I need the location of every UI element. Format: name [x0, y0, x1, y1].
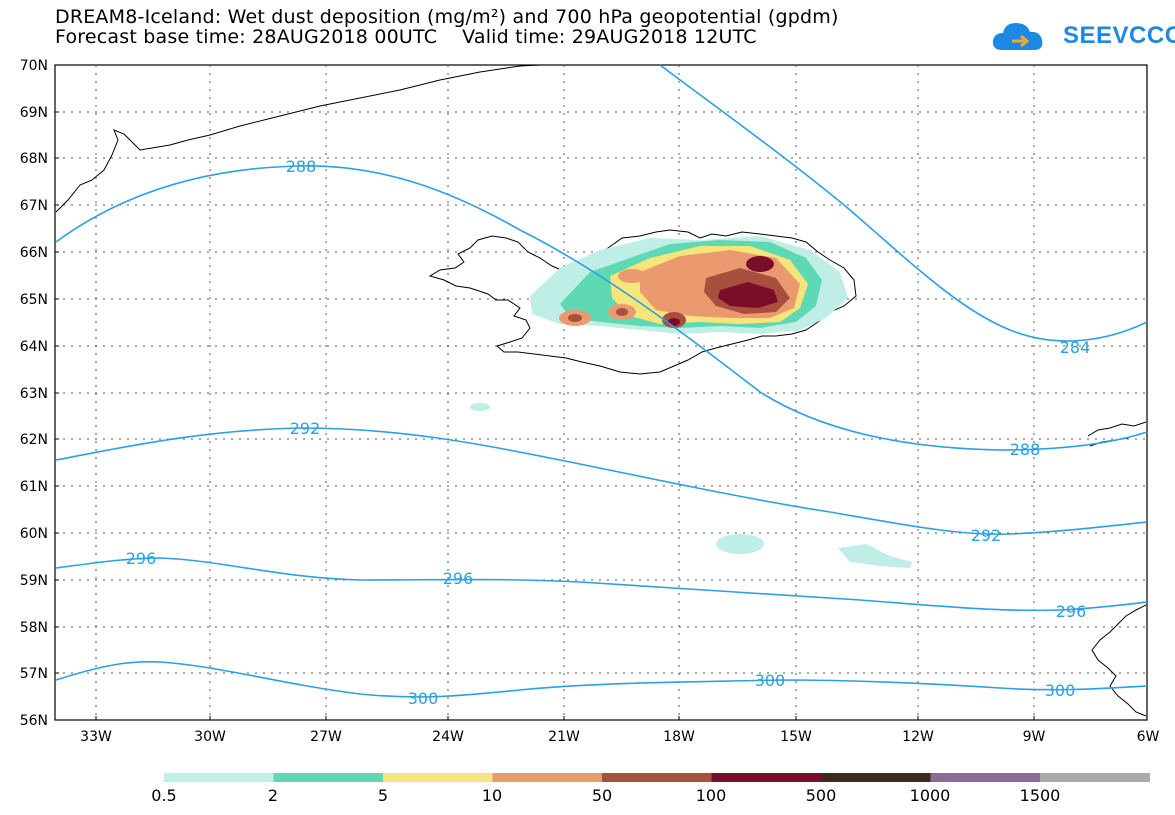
legend-label: 1000 [910, 786, 951, 805]
lat-label: 68N [20, 151, 48, 167]
map-subtitle-times: Forecast base time: 28AUG2018 00UTC Vali… [55, 26, 757, 48]
lat-label: 66N [20, 245, 48, 261]
legend-label: 0.5 [151, 786, 176, 805]
legend-swatch [711, 773, 822, 782]
legend-label: 5 [378, 786, 388, 805]
lat-label: 63N [20, 386, 48, 402]
faroe-coastline [1087, 421, 1147, 447]
legend-label: 100 [696, 786, 727, 805]
map-title: DREAM8-Iceland: Wet dust deposition (mg/… [55, 6, 839, 28]
lon-label: 6W [1137, 729, 1160, 745]
lat-label: 67N [20, 198, 48, 214]
lon-label: 33W [80, 729, 112, 745]
tick-marks [55, 64, 1035, 720]
lat-label: 60N [20, 526, 48, 542]
lon-label: 12W [902, 729, 934, 745]
logo-text: SEEVCCC [1063, 22, 1175, 49]
iceland-coastline [428, 229, 857, 375]
lat-label: 70N [20, 58, 48, 74]
lat-label: 61N [20, 479, 48, 495]
lat-label: 57N [20, 666, 48, 682]
dust-deposition-fill [470, 236, 912, 568]
legend-swatch [383, 773, 493, 782]
legend-label: 500 [806, 786, 837, 805]
lon-label: 9W [1023, 729, 1046, 745]
legend-label: 50 [592, 786, 612, 805]
legend-colorbar [164, 773, 1150, 782]
contour-296 [55, 557, 1148, 612]
contour-label: 300 [1045, 681, 1076, 700]
contour-label: 292 [971, 526, 1002, 545]
lon-label: 27W [310, 729, 342, 745]
grid-lines [55, 65, 1147, 720]
contour-288-north [55, 165, 1148, 451]
contour-label: 300 [408, 689, 439, 708]
cloud-arrow-icon [992, 23, 1043, 50]
legend-label: 1500 [1020, 786, 1061, 805]
lat-label: 65N [20, 292, 48, 308]
contour-label: 292 [290, 419, 321, 438]
contour-292 [55, 427, 1148, 536]
legend-swatch [930, 773, 1041, 782]
lon-label: 15W [780, 729, 812, 745]
legend-label: 2 [268, 786, 278, 805]
lat-label: 58N [20, 620, 48, 636]
contour-label: 288 [286, 157, 317, 176]
lat-label: 56N [20, 713, 48, 729]
lat-label: 62N [20, 432, 48, 448]
contour-label: 300 [755, 671, 786, 690]
contour-label: 296 [443, 569, 474, 588]
contour-label: 288 [1010, 440, 1041, 459]
lon-label: 24W [432, 729, 464, 745]
legend-swatch [1040, 773, 1150, 782]
greenland-coastline [55, 64, 541, 213]
contour-label: 284 [1060, 338, 1091, 357]
lat-label: 69N [20, 105, 48, 121]
lon-label: 18W [663, 729, 695, 745]
contour-300 [55, 660, 1148, 698]
lat-label: 59N [20, 573, 48, 589]
scotland-coastline [1091, 604, 1147, 717]
legend-label: 10 [482, 786, 502, 805]
legend-swatch [492, 773, 603, 782]
geopotential-contours [55, 64, 1148, 698]
lat-label: 64N [20, 339, 48, 355]
contour-label: 296 [1056, 602, 1087, 621]
lon-label: 21W [548, 729, 580, 745]
lon-label: 30W [194, 729, 226, 745]
legend-swatch [602, 773, 712, 782]
legend-swatch [273, 773, 384, 782]
legend-swatch [821, 773, 931, 782]
legend-swatch [164, 773, 274, 782]
contour-284 [659, 64, 1148, 342]
contour-label: 296 [126, 549, 157, 568]
